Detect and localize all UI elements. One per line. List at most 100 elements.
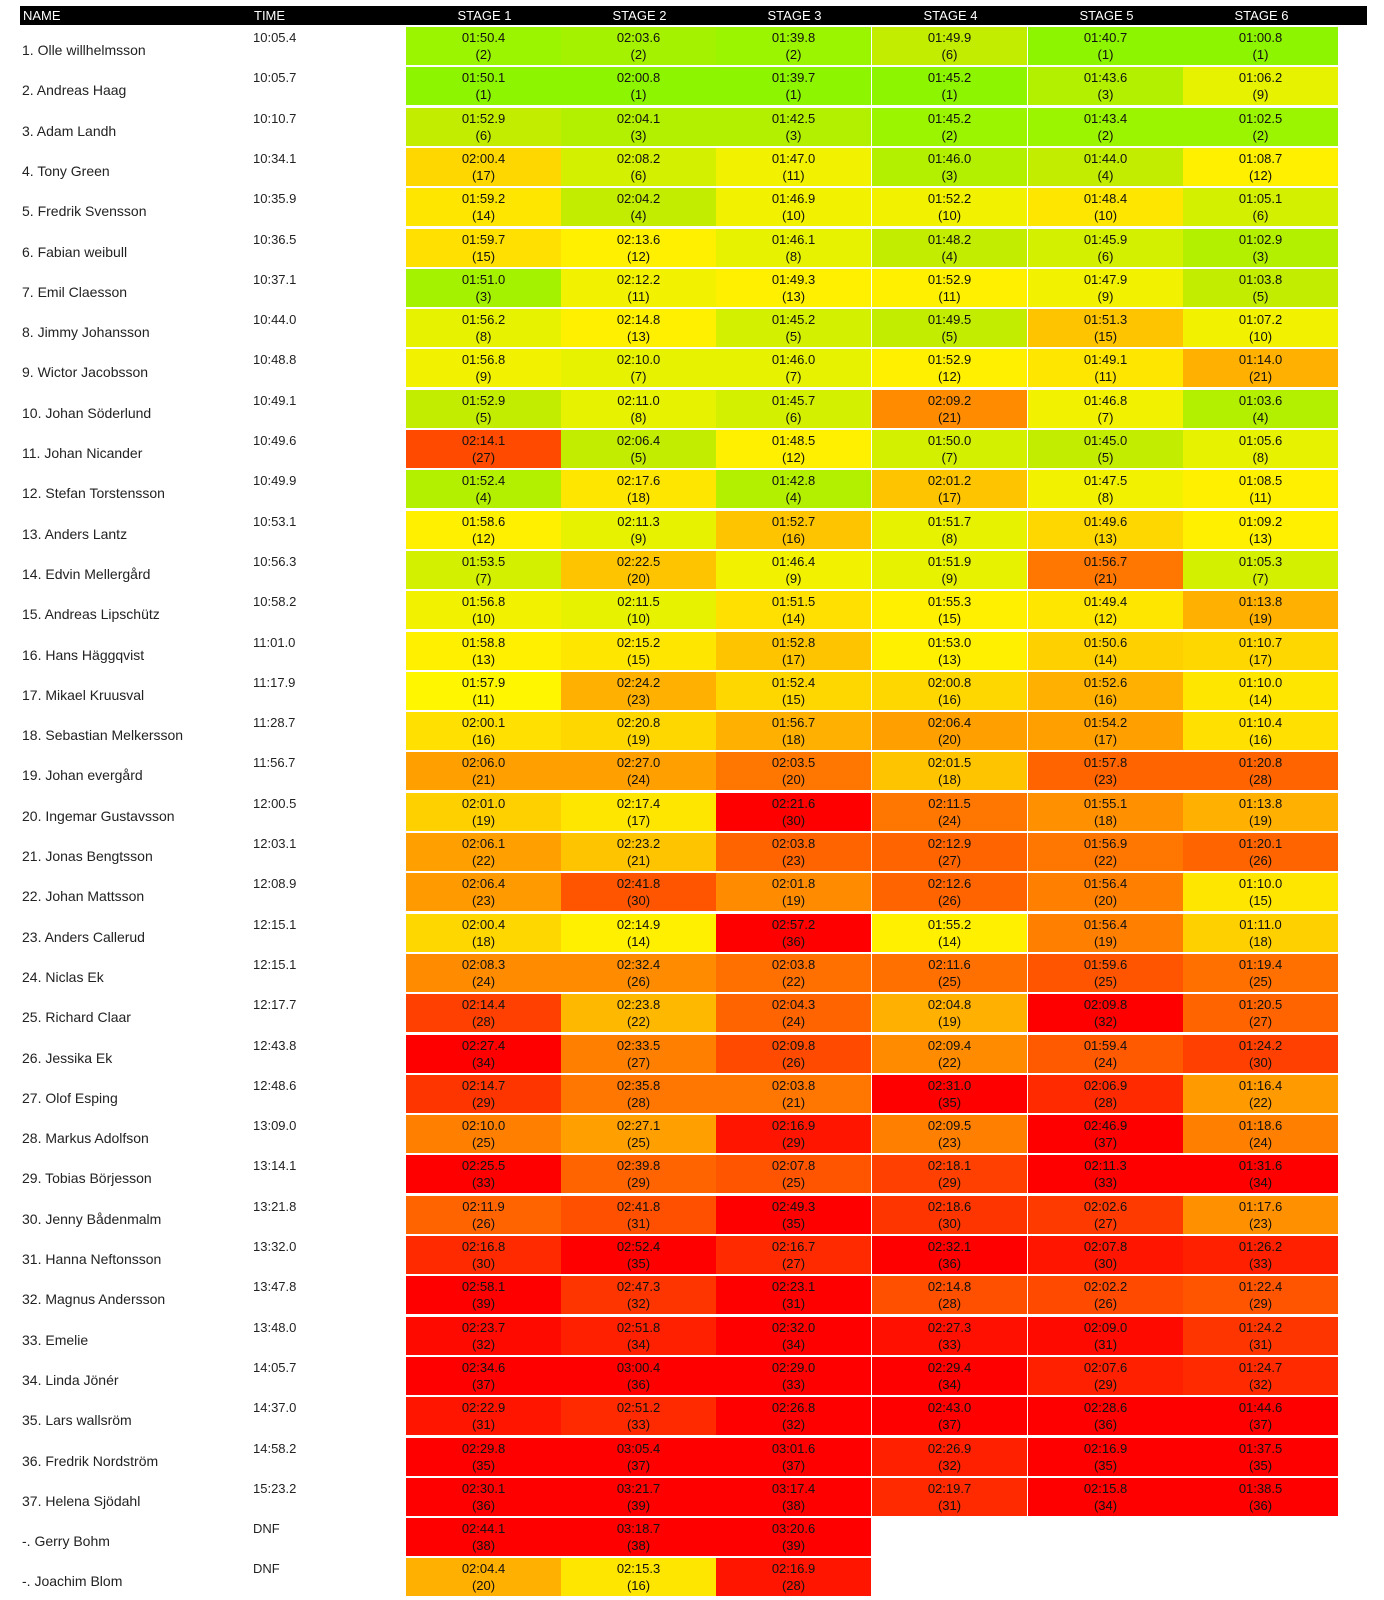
stage-4-cell: 02:26.9 (32) <box>872 1438 1027 1476</box>
table-row[interactable]: 33. Emelie 13:48.0 02:23.7 (32) 02:51.8 (34) 0… <box>20 1317 1367 1357</box>
stage-rank: (37) <box>1248 1417 1273 1432</box>
table-row[interactable]: 7. Emil Claesson 10:37.1 01:51.0 (3) 02:12.2… <box>20 269 1367 309</box>
table-row[interactable]: 15. Andreas Lipschütz 10:58.2 01:56.8 (10) 0… <box>20 591 1367 631</box>
table-row[interactable]: 18. Sebastian Melkersson 11:28.7 02:00.1 (1… <box>20 712 1367 752</box>
stage-rank: (29) <box>626 1175 651 1190</box>
stage-6-cell: 01:31.6 (34) <box>1183 1155 1338 1193</box>
stage-6-cell: 01:38.5 (36) <box>1183 1478 1338 1516</box>
column-header-stage-1[interactable]: STAGE 1 <box>457 8 512 23</box>
stage-rank: (16) <box>1093 692 1118 707</box>
table-row[interactable]: 21. Jonas Bengtsson 12:03.1 02:06.1 (22) 02:… <box>20 833 1367 873</box>
stage-2-cell: 02:20.8 (19) <box>561 712 716 750</box>
table-row[interactable]: 1. Olle willhelmsson 10:05.4 01:50.4 (2) 02:… <box>20 27 1367 67</box>
table-row[interactable]: 13. Anders Lantz 10:53.1 01:58.6 (12) 02:11.… <box>20 511 1367 551</box>
stage-rank: (27) <box>781 1256 806 1271</box>
stage-5-cell: 01:55.1 (18) <box>1028 793 1183 831</box>
stage-time: 01:20.5 <box>1238 997 1283 1012</box>
stage-rank: (1) <box>630 87 647 102</box>
table-row[interactable]: 19. Johan evergård 11:56.7 02:06.0 (21) 02:2… <box>20 752 1367 792</box>
table-row[interactable]: 34. Linda Jönér 14:05.7 02:34.6 (37) 03:00.4… <box>20 1357 1367 1397</box>
column-header-stage-6[interactable]: STAGE 6 <box>1234 8 1289 23</box>
table-row[interactable]: 2. Andreas Haag 10:05.7 01:50.1 (1) 02:00.8 (… <box>20 67 1367 107</box>
stage-rank: (29) <box>1093 1377 1118 1392</box>
table-row[interactable]: 23. Anders Callerud 12:15.1 02:00.4 (18) 02:… <box>20 914 1367 954</box>
stage-rank: (9) <box>941 571 958 586</box>
stage-time: 01:20.8 <box>1238 755 1283 770</box>
stage-rank: (28) <box>937 1296 962 1311</box>
stage-time: 01:11.0 <box>1239 917 1282 932</box>
table-row[interactable]: 28. Markus Adolfson 13:09.0 02:10.0 (25) 02:… <box>20 1115 1367 1155</box>
table-row[interactable]: 14. Edvin Mellergård 10:56.3 01:53.5 (7) 02:… <box>20 551 1367 591</box>
stage-1-cell: 01:52.9 (5) <box>406 390 561 428</box>
column-header-stage-4[interactable]: STAGE 4 <box>923 8 978 23</box>
table-row[interactable]: 4. Tony Green 10:34.1 02:00.4 (17) 02:08.2 (6… <box>20 148 1367 188</box>
stage-rank: (31) <box>471 1417 496 1432</box>
stage-time: 02:06.4 <box>616 433 661 448</box>
column-header-stage-3[interactable]: STAGE 3 <box>767 8 822 23</box>
column-header-time[interactable]: TIME <box>254 8 286 23</box>
table-row[interactable]: 20. Ingemar Gustavsson 12:00.5 02:01.0 (19)… <box>20 793 1367 833</box>
table-row[interactable]: -. Gerry Bohm DNF 02:44.1 (38) 03:18.7 (38) 03… <box>20 1518 1367 1558</box>
stage-3-cell: 01:52.8 (17) <box>716 632 871 670</box>
table-row[interactable]: -. Joachim Blom DNF 02:04.4 (20) 02:15.3 (16)… <box>20 1558 1367 1598</box>
stage-time: 02:27.0 <box>616 755 661 770</box>
stage-3-cell: 02:29.0 (33) <box>716 1357 871 1395</box>
table-row[interactable]: 30. Jenny Bådenmalm 13:21.8 02:11.9 (26) 02:… <box>20 1196 1367 1236</box>
column-header-stage-2[interactable]: STAGE 2 <box>612 8 667 23</box>
table-row[interactable]: 36. Fredrik Nordström 14:58.2 02:29.8 (35) 0… <box>20 1438 1367 1478</box>
table-row[interactable]: 25. Richard Claar 12:17.7 02:14.4 (28) 02:23… <box>20 994 1367 1034</box>
stage-time: 01:56.7 <box>1083 554 1128 569</box>
table-row[interactable]: 31. Hanna Neftonsson 13:32.0 02:16.8 (30) 02… <box>20 1236 1367 1276</box>
stage-1-cell: 01:51.0 (3) <box>406 269 561 307</box>
table-row[interactable]: 17. Mikael Kruusval 11:17.9 01:57.9 (11) 02:… <box>20 672 1367 712</box>
stage-1-cell: 02:16.8 (30) <box>406 1236 561 1274</box>
stage-1-cell: 02:06.1 (22) <box>406 833 561 871</box>
stage-time: 01:59.6 <box>1083 957 1128 972</box>
stage-time: 02:03.8 <box>771 957 816 972</box>
stage-time: 01:54.2 <box>1083 715 1128 730</box>
table-row[interactable]: 11. Johan Nicander 10:49.6 02:14.1 (27) 02:0… <box>20 430 1367 470</box>
table-row[interactable]: 26. Jessika Ek 12:43.8 02:27.4 (34) 02:33.5 (… <box>20 1035 1367 1075</box>
stage-time: 02:14.1 <box>461 433 506 448</box>
stage-rank: (36) <box>471 1498 496 1513</box>
table-row[interactable]: 10. Johan Söderlund 10:49.1 01:52.9 (5) 02:1… <box>20 390 1367 430</box>
table-row[interactable]: 5. Fredrik Svensson 10:35.9 01:59.2 (14) 02:… <box>20 188 1367 228</box>
stage-6-cell: 01:20.8 (28) <box>1183 752 1338 790</box>
stage-4-cell: 01:45.2 (1) <box>872 67 1027 105</box>
column-header-name[interactable]: NAME <box>23 8 61 23</box>
table-row[interactable]: 6. Fabian weibull 10:36.5 01:59.7 (15) 02:13… <box>20 229 1367 269</box>
stage-2-cell: 03:05.4 (37) <box>561 1438 716 1476</box>
stage-rank: (21) <box>1093 571 1118 586</box>
stage-rank: (11) <box>938 289 961 304</box>
stage-3-cell: 02:26.8 (32) <box>716 1397 871 1435</box>
stage-2-cell: 03:18.7 (38) <box>561 1518 716 1556</box>
table-row[interactable]: 3. Adam Landh 10:10.7 01:52.9 (6) 02:04.1 (3)… <box>20 108 1367 148</box>
stage-time: 02:29.8 <box>461 1441 506 1456</box>
stage-time: 02:14.7 <box>461 1078 506 1093</box>
stage-1-cell: 02:00.4 (18) <box>406 914 561 952</box>
table-row[interactable]: 29. Tobias Börjesson 13:14.1 02:25.5 (33) 02… <box>20 1155 1367 1195</box>
stage-5-cell: 02:16.9 (35) <box>1028 1438 1183 1476</box>
table-row[interactable]: 16. Hans Häggqvist 11:01.0 01:58.8 (13) 02:1… <box>20 632 1367 672</box>
total-time: 10:37.1 <box>253 272 297 287</box>
table-row[interactable]: 22. Johan Mattsson 12:08.9 02:06.4 (23) 02:4… <box>20 873 1367 913</box>
table-row[interactable]: 32. Magnus Andersson 13:47.8 02:58.1 (39) 02… <box>20 1276 1367 1316</box>
table-row[interactable]: 35. Lars wallsröm 14:37.0 02:22.9 (31) 02:51… <box>20 1397 1367 1437</box>
stage-time: 02:06.4 <box>461 876 506 891</box>
stage-time: 01:46.1 <box>771 232 816 247</box>
table-row[interactable]: 37. Helena Sjödahl 15:23.2 02:30.1 (36) 03:2… <box>20 1478 1367 1518</box>
table-row[interactable]: 27. Olof Esping 12:48.6 02:14.7 (29) 02:35.8… <box>20 1075 1367 1115</box>
total-time: 11:17.9 <box>253 675 296 690</box>
stage-rank: (30) <box>626 893 651 908</box>
column-header-stage-5[interactable]: STAGE 5 <box>1079 8 1134 23</box>
table-row[interactable]: 8. Jimmy Johansson 10:44.0 01:56.2 (8) 02:14… <box>20 309 1367 349</box>
table-row[interactable]: 12. Stefan Torstensson 10:49.9 01:52.4 (4) 0… <box>20 470 1367 510</box>
stage-4-cell: 02:09.4 (22) <box>872 1035 1027 1073</box>
stage-rank: (24) <box>1248 1135 1273 1150</box>
table-row[interactable]: 24. Niclas Ek 12:15.1 02:08.3 (24) 02:32.4 (2… <box>20 954 1367 994</box>
stage-rank: (32) <box>471 1337 496 1352</box>
stage-rank: (6) <box>941 47 958 62</box>
stage-time: 02:17.6 <box>616 473 661 488</box>
stage-5-cell: 01:57.8 (23) <box>1028 752 1183 790</box>
table-row[interactable]: 9. Wictor Jacobsson 10:48.8 01:56.8 (9) 02:1… <box>20 349 1367 389</box>
